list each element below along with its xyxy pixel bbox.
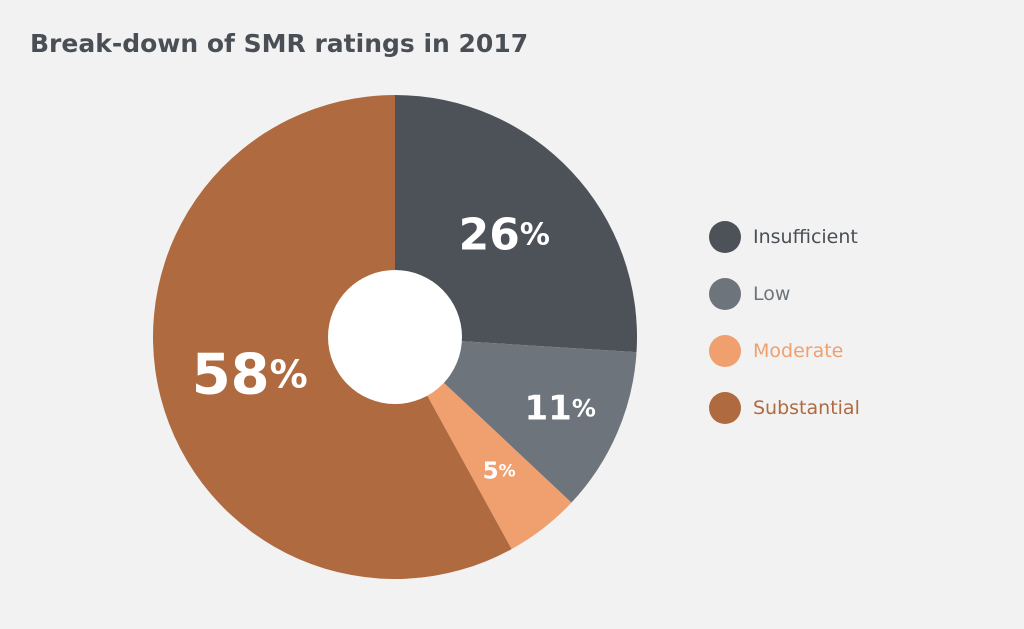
- slice-insufficient: [395, 95, 637, 353]
- slice-value-moderate: 5: [483, 458, 499, 484]
- slice-label-low: 11%: [525, 389, 596, 429]
- slice-moderate: [395, 337, 572, 550]
- slice-label-moderate: 5%: [483, 458, 516, 484]
- percent-symbol: %: [572, 395, 596, 423]
- legend-swatch-insufficient: [709, 221, 741, 253]
- slice-value-substantial: 58: [192, 342, 270, 407]
- percent-symbol: %: [520, 217, 550, 252]
- legend-swatch-moderate: [709, 335, 741, 367]
- slice-label-insufficient: 26%: [459, 209, 550, 260]
- donut-hole: [328, 270, 462, 404]
- percent-symbol: %: [270, 352, 308, 396]
- legend-label-insufficient: Insufficient: [753, 226, 858, 248]
- legend-swatch-substantial: [709, 392, 741, 424]
- slice-value-insufficient: 26: [459, 209, 520, 260]
- legend-label-substantial: Substantial: [753, 397, 860, 419]
- slice-labels: 26%11%5%58%: [192, 209, 596, 484]
- legend-label-moderate: Moderate: [753, 340, 843, 362]
- slice-label-substantial: 58%: [192, 342, 308, 407]
- legend: Insufficient Low Moderate Substantial: [709, 221, 860, 424]
- legend-label-low: Low: [753, 283, 790, 305]
- slice-value-low: 11: [525, 389, 572, 429]
- slice-low: [395, 337, 637, 503]
- legend-swatch-low: [709, 278, 741, 310]
- chart-title: Break-down of SMR ratings in 2017: [30, 29, 528, 58]
- percent-symbol: %: [499, 461, 516, 481]
